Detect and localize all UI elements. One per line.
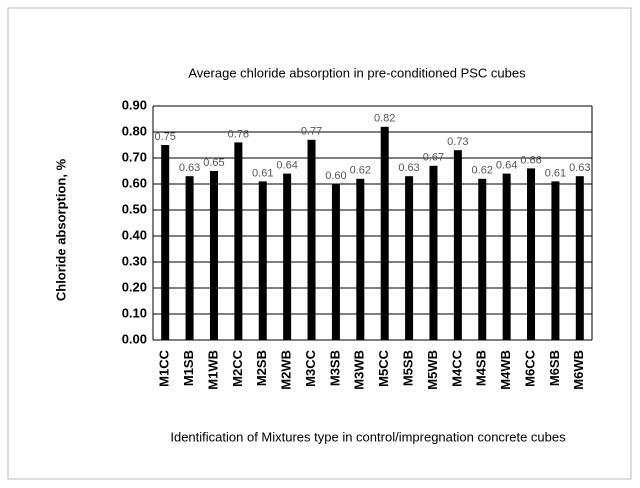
x-tick-label: M6WB [571,350,586,390]
value-label: 0.75 [154,131,175,143]
bar [575,176,584,340]
value-label: 0.62 [472,165,493,177]
value-label: 0.64 [496,160,517,172]
chart-title: Average chloride absorption in pre-condi… [188,65,526,80]
bar [185,176,194,340]
y-tick-label: 0.80 [122,123,147,138]
bar [283,173,292,340]
bar [453,150,462,340]
value-label: 0.63 [179,162,200,174]
x-tick-label: M2WB [279,350,294,390]
value-label: 0.60 [325,170,346,182]
x-tick-label: M4SB [474,350,489,386]
x-tick-label: M1CC [157,349,172,386]
bar [405,176,414,340]
y-tick-label: 0.60 [122,175,147,190]
x-tick-label: M4WB [498,350,513,390]
bar [380,126,389,340]
x-tick-label: M3CC [303,349,318,386]
bar [551,181,560,340]
value-label: 0.67 [423,152,444,164]
y-tick-label: 0.90 [122,97,147,112]
value-label: 0.82 [374,113,395,125]
value-label: 0.63 [398,162,419,174]
value-label: 0.73 [447,136,468,148]
value-label: 0.66 [520,154,541,166]
x-tick-label: M4CC [449,349,464,386]
value-label: 0.76 [228,128,249,140]
x-tick-label: M2SB [254,350,269,386]
x-axis-label: Identification of Mixtures type in contr… [170,429,566,444]
bar [234,142,243,340]
bar [331,184,340,340]
y-tick-label: 0.40 [122,227,147,242]
x-tick-label: M5WB [425,350,440,390]
y-tick-label: 0.70 [122,149,147,164]
bar [478,178,487,340]
value-label: 0.65 [203,157,224,169]
bar [258,181,267,340]
bar [161,145,170,340]
value-label: 0.64 [276,160,297,172]
y-tick-label: 0.10 [122,305,147,320]
value-label: 0.63 [569,162,590,174]
x-tick-label: M5CC [376,349,391,386]
bar [429,165,438,340]
value-label: 0.61 [252,167,273,179]
y-tick-label: 0.00 [122,331,147,346]
x-tick-label: M2CC [230,349,245,386]
x-tick-label: M1WB [205,350,220,390]
bar [209,171,218,340]
y-tick-label: 0.20 [122,279,147,294]
value-label: 0.77 [301,126,322,138]
x-tick-label: M6SB [547,350,562,386]
x-tick-label: M3WB [352,350,367,390]
bar [356,178,365,340]
y-tick-label: 0.50 [122,201,147,216]
value-label: 0.61 [545,167,566,179]
y-tick-label: 0.30 [122,253,147,268]
bar [527,168,536,340]
x-tick-label: M3SB [327,350,342,386]
y-axis-label: Chloride absorption, % [53,158,68,301]
x-tick-label: M5SB [401,350,416,386]
value-label: 0.62 [350,165,371,177]
bar [502,173,511,340]
bar [307,139,316,340]
x-tick-label: M1SB [181,350,196,386]
x-tick-label: M6CC [522,349,537,386]
